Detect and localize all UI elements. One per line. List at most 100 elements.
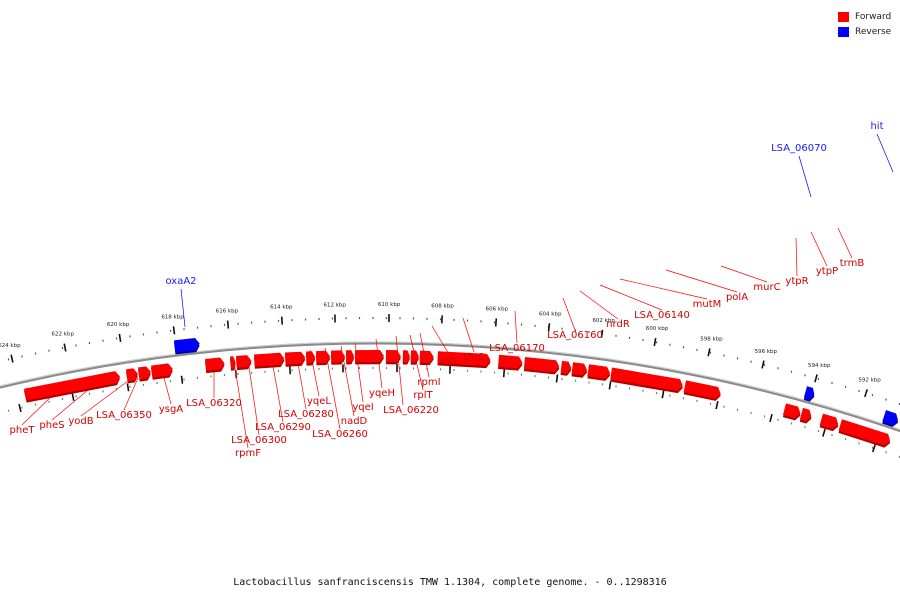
tick-label: 622 kbp [52, 332, 75, 338]
minor-tick-inner [183, 378, 185, 381]
gene-LSA_06300[interactable] [254, 352, 285, 367]
gene-LSA_06220[interactable] [402, 350, 410, 363]
gene-polA[interactable] [683, 380, 721, 399]
gene-rplT[interactable] [410, 350, 419, 363]
minor-tick [88, 342, 91, 345]
inner-major-tick [555, 374, 559, 383]
gene-LSA_06350[interactable] [151, 363, 173, 378]
gene-pheS[interactable] [126, 368, 138, 382]
gene-rpmI[interactable] [419, 350, 434, 363]
minor-tick-inner [831, 434, 833, 437]
gene-rpmF[interactable] [236, 355, 252, 368]
legend-item-reverse: Reverse [838, 24, 891, 39]
gene-ytpR[interactable] [782, 403, 801, 419]
minor-tick [264, 320, 266, 323]
gene-label-polA: polA [726, 292, 748, 303]
gene-label-oxaA2: oxaA2 [165, 276, 196, 287]
minor-tick [345, 317, 347, 320]
gene-LSA_06280[interactable] [306, 351, 316, 364]
tick-label: 604 kbp [539, 311, 562, 317]
minor-tick-inner [534, 375, 536, 378]
gene-hit[interactable] [882, 410, 899, 425]
minor-tick [304, 318, 307, 321]
tick-label: 596 kbp [755, 349, 778, 355]
minor-tick-inner [898, 455, 900, 458]
gene-label-LSA_06140: LSA_06140 [634, 310, 690, 321]
tick-label: 610 kbp [378, 302, 401, 308]
tick-label: 608 kbp [431, 303, 454, 309]
leader-LSA_06160 [562, 297, 576, 331]
minor-tick-inner [156, 381, 158, 384]
minor-tick-inner [439, 368, 442, 371]
minor-tick-inner [655, 392, 658, 395]
leader-LSA_06350 [123, 377, 139, 411]
gene-LSA_06140[interactable] [587, 364, 611, 379]
gene-LSA_06290[interactable] [285, 351, 306, 365]
gene-label-trmB: trmB [840, 258, 865, 269]
minor-tick-inner [385, 367, 388, 370]
minor-tick-inner [399, 367, 401, 370]
gene-yodB[interactable] [138, 366, 151, 380]
minor-tick-inner [804, 426, 806, 429]
minor-tick-inner [61, 397, 64, 400]
minor-tick-inner [196, 376, 199, 379]
gene-label-nadD: nadD [341, 416, 368, 427]
minor-tick [210, 325, 212, 328]
minor-tick [34, 352, 37, 355]
inner-major-tick [502, 369, 506, 378]
gene-LSA_06160[interactable] [560, 360, 572, 374]
minor-tick [61, 347, 64, 350]
gene-trmB[interactable] [838, 419, 891, 446]
inner-major-tick [180, 375, 184, 384]
gene-infC[interactable] [437, 351, 491, 366]
leader-nrdR [579, 290, 619, 320]
minor-tick [75, 344, 77, 347]
minor-tick [669, 343, 671, 346]
gene-ysgA[interactable] [205, 357, 225, 371]
gene-pheT[interactable] [24, 371, 120, 401]
inner-major-tick [822, 428, 826, 437]
minor-tick-inner [736, 408, 739, 411]
minor-tick [682, 346, 685, 349]
gene-LSA_06260[interactable] [331, 350, 346, 363]
gene-label-mutM: mutM [693, 299, 722, 310]
minor-tick [439, 318, 442, 321]
minor-tick-inner [696, 399, 698, 402]
minor-tick-inner [480, 370, 482, 373]
gene-thrS[interactable] [498, 354, 523, 369]
minor-tick-inner [223, 374, 226, 377]
gene-LSA_06170[interactable] [523, 357, 560, 373]
leader-oxaA2 [180, 288, 186, 328]
gene-mutM[interactable] [610, 367, 683, 391]
minor-tick-inner [520, 373, 523, 376]
minor-tick-inner [358, 367, 361, 370]
minor-tick [804, 374, 806, 377]
gene-yqeI[interactable] [355, 350, 384, 363]
gene-murC[interactable] [819, 413, 839, 429]
gene-oxaA2[interactable] [174, 337, 200, 353]
minor-tick [790, 370, 793, 373]
major-tick [63, 343, 67, 352]
minor-tick [534, 324, 536, 327]
gene-LSA_06320[interactable] [230, 356, 236, 369]
gene-nadD[interactable] [346, 350, 355, 363]
minor-tick [399, 317, 401, 320]
gene-LSA_06070[interactable] [803, 386, 815, 400]
gene-label-LSA_06350: LSA_06350 [96, 410, 152, 421]
minor-tick [763, 363, 766, 366]
minor-tick [750, 360, 752, 363]
major-tick [653, 337, 657, 347]
gene-label-murC: murC [753, 282, 780, 293]
legend: Forward Reverse [838, 9, 891, 39]
minor-tick-inner [493, 371, 496, 374]
gene-yqeL[interactable] [316, 350, 331, 364]
gene-nrdR[interactable] [571, 362, 588, 376]
minor-tick [858, 389, 860, 392]
gene-yqeH[interactable] [385, 350, 401, 363]
minor-tick-inner [723, 405, 725, 408]
minor-tick-inner [817, 430, 820, 433]
minor-tick-inner [169, 380, 172, 383]
gene-ytpP[interactable] [799, 407, 812, 422]
leader-LSA_06070 [798, 155, 812, 198]
